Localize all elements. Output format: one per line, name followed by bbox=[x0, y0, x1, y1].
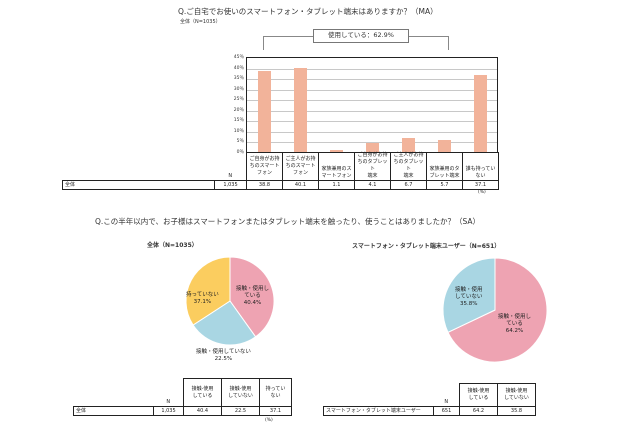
bar-nobody bbox=[474, 75, 487, 152]
table-row: スマートフォン・タブレット端末ユーザー 651 64.2 35.8 bbox=[323, 406, 536, 416]
column-header: 接触-使用 している bbox=[459, 383, 498, 407]
pie2-label-not-used: 接触・使用 していない 35.8% bbox=[455, 287, 483, 307]
bracket-right-vertical bbox=[448, 36, 449, 50]
q2-users-table: N 接触-使用 している 接触-使用 していない スマートフォン・タブレット端末ユー… bbox=[323, 383, 536, 416]
value-cell: 22.5 bbox=[221, 406, 260, 416]
pie-chart-overall bbox=[185, 256, 275, 346]
pie1-slice-not-used bbox=[192, 300, 257, 346]
value-cell: 37.1 bbox=[462, 180, 499, 190]
y-tick: 5％ bbox=[236, 139, 244, 144]
value-cell: 64.2 bbox=[459, 406, 498, 416]
value-cell: 37.1 bbox=[259, 406, 292, 416]
bar-husband-tablet bbox=[402, 138, 415, 152]
row-label: スマートフォン・タブレット端末ユーザー bbox=[323, 406, 434, 416]
pie1-label-used: 接触・使用し ている 40.4% bbox=[236, 286, 270, 306]
y-tick: 30％ bbox=[233, 86, 244, 92]
gridline bbox=[247, 121, 497, 122]
row-label: 全体 bbox=[73, 406, 154, 416]
gridline bbox=[247, 68, 497, 70]
gridline bbox=[247, 100, 497, 101]
y-tick: 10％ bbox=[233, 128, 244, 134]
n-header: N bbox=[166, 399, 171, 405]
table-row: 全体 1,035 40.4 22.5 37.1 bbox=[73, 406, 292, 416]
bar-chart-plot-area bbox=[246, 57, 498, 153]
q1-title: Q.ご自宅でお使いのスマートフォン・タブレット端末はありますか？（MA） bbox=[178, 7, 438, 16]
value-cell: 38.8 bbox=[246, 180, 283, 190]
q2-title: Q.この半年以内で、お子様はスマートフォンまたはタブレット端末を触ったり、使うこ… bbox=[95, 217, 480, 226]
table-row: 全体 1,035 38.8 40.1 1.1 4.1 6.7 5.7 37.1 bbox=[62, 180, 499, 190]
gridline bbox=[247, 89, 497, 91]
column-header: 接触-使用 していない bbox=[221, 378, 260, 407]
n-value: 1,035 bbox=[214, 180, 247, 190]
bracket-left-vertical bbox=[263, 36, 264, 50]
n-header: N bbox=[228, 173, 233, 179]
value-cell: 5.7 bbox=[426, 180, 463, 190]
category-label: 家族兼用のス マートフォン bbox=[318, 152, 355, 181]
value-cell: 6.7 bbox=[390, 180, 427, 190]
value-cell: 40.1 bbox=[282, 180, 319, 190]
row-label: 全体 bbox=[62, 180, 215, 190]
bar-husband-smartphone bbox=[294, 68, 307, 152]
category-label: 家族兼用のタ ブレット端末 bbox=[426, 152, 463, 181]
q2-overall-table: N 接触-使用 している 接触-使用 していない 持ってい ない 全体 1,035 4… bbox=[73, 378, 292, 416]
q2-unit-label: (%) bbox=[265, 418, 273, 423]
y-tick: 40％ bbox=[233, 65, 244, 71]
category-label: ご自身がお持 ちのタブレット 端末 bbox=[354, 152, 391, 181]
pie1-label-not-used: 接触・使用していない 22.5% bbox=[196, 349, 251, 362]
pie2-slice-used bbox=[447, 257, 548, 363]
pie1-title: 全体（N=1035） bbox=[147, 242, 198, 249]
gridline bbox=[247, 110, 497, 112]
bar-family-smartphone bbox=[330, 150, 343, 152]
column-header: 接触-使用 している bbox=[183, 378, 222, 407]
gridline bbox=[247, 142, 497, 143]
category-label: ご自身がお持 ちのスマート フォン bbox=[246, 152, 283, 181]
category-label: ご主人がお持 ちのスマート フォン bbox=[282, 152, 319, 181]
y-tick: 15％ bbox=[233, 118, 244, 123]
column-header: 接触-使用 していない bbox=[497, 383, 536, 407]
usage-total-label: 使用している：62.9% bbox=[313, 29, 409, 43]
q1-base-label: 全体（N=1035） bbox=[180, 19, 221, 25]
q1-data-table: N ご自身がお持 ちのスマート フォン ご主人がお持 ちのスマート フォン 家族兼用のス… bbox=[62, 152, 499, 190]
n-header: N bbox=[444, 399, 449, 405]
bar-family-tablet bbox=[438, 140, 451, 152]
pie2-slice-not-used bbox=[442, 257, 496, 333]
y-tick: 25％ bbox=[233, 97, 244, 102]
pie1-slice-used bbox=[229, 256, 275, 338]
q1-unit-label: (%) bbox=[478, 190, 486, 195]
y-tick: 45％ bbox=[233, 55, 244, 60]
category-label: ご主人がお持 ちのタブレット 端末 bbox=[390, 152, 427, 181]
category-label: 誰も持ってい ない bbox=[462, 152, 499, 181]
y-tick: 0％ bbox=[236, 149, 244, 155]
gridline bbox=[247, 131, 497, 133]
value-cell: 1.1 bbox=[318, 180, 355, 190]
value-cell: 4.1 bbox=[354, 180, 391, 190]
column-header: 持ってい ない bbox=[259, 378, 292, 407]
y-tick: 35％ bbox=[233, 76, 244, 81]
n-value: 1,035 bbox=[153, 406, 184, 416]
bar-own-smartphone bbox=[258, 71, 271, 152]
gridline bbox=[247, 79, 497, 80]
y-tick: 20％ bbox=[233, 107, 244, 113]
pie1-label-no-device: 持っていない 37.1% bbox=[186, 292, 219, 305]
pie-chart-users bbox=[442, 257, 548, 363]
value-cell: 35.8 bbox=[497, 406, 536, 416]
n-value: 651 bbox=[433, 406, 460, 416]
value-cell: 40.4 bbox=[183, 406, 222, 416]
pie2-label-used: 接触・使用し ている 64.2% bbox=[498, 314, 532, 334]
pie1-slice-no-device bbox=[185, 256, 231, 326]
pie2-title: スマートフォン・タブレット端末ユーザー（N=651） bbox=[352, 243, 501, 250]
bar-own-tablet bbox=[366, 143, 379, 152]
